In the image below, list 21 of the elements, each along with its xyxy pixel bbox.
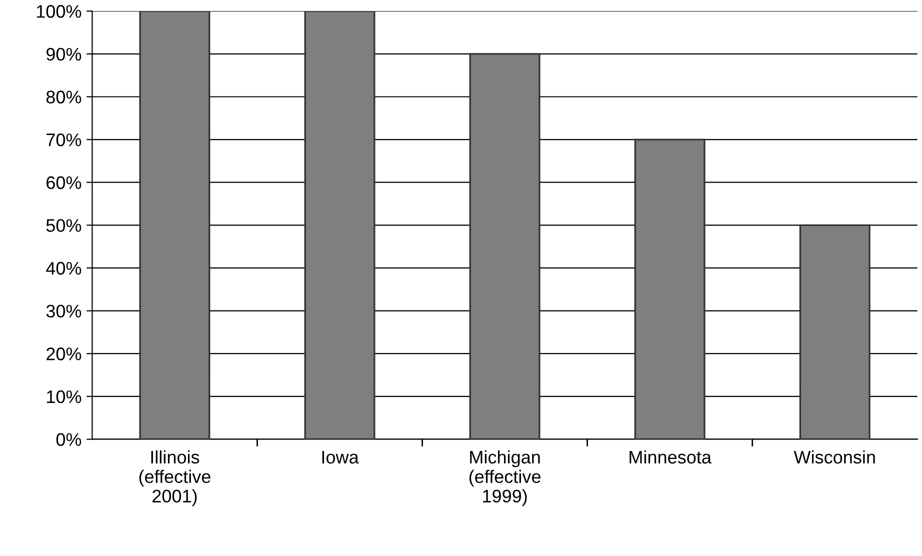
y-tick-label: 90% (46, 48, 82, 61)
y-tick-label: 10% (47, 390, 82, 404)
x-tick-label: Minnesota (630, 450, 712, 464)
bar (304, 11, 376, 440)
y-tick-label: 0% (56, 433, 82, 446)
bar (469, 53, 540, 440)
y-tick-label: 20% (46, 348, 82, 360)
y-tick-label: 30% (46, 304, 82, 318)
y-tick-label: 50% (46, 219, 82, 232)
x-tick-label: Illinois (effective 2001) (139, 450, 210, 506)
x-tick-label: Iowa (322, 451, 359, 464)
y-tick-label: 60% (46, 176, 82, 190)
bar (799, 224, 870, 440)
y-tick-label: 80% (46, 90, 82, 104)
bar (139, 11, 210, 440)
y-tick-label: 70% (46, 133, 82, 146)
x-tick-label: Michigan (effective 1999) (469, 450, 540, 506)
x-tick-label: Wisconsin (794, 450, 875, 464)
y-tick-label: 40% (46, 262, 82, 275)
y-tick-label: 100% (36, 5, 82, 18)
bar (634, 138, 706, 440)
